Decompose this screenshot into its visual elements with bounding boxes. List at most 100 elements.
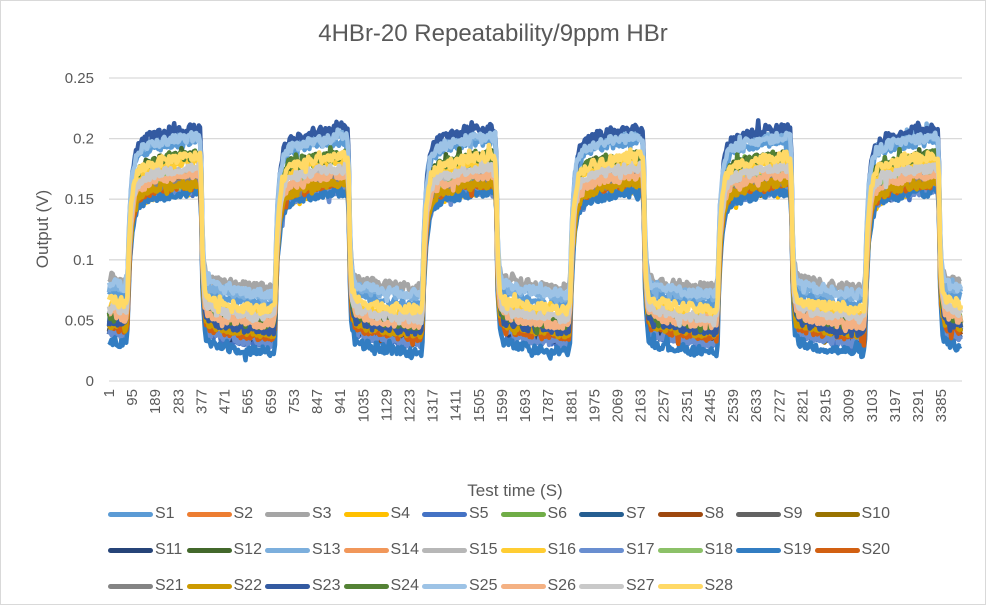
x-tick-label: 377	[193, 389, 210, 414]
x-tick-label: 2257	[656, 389, 673, 422]
legend-item-s12: S12	[186, 541, 266, 559]
legend-label: S25	[469, 577, 498, 594]
x-tick-label: 3385	[933, 389, 950, 422]
legend-label: S15	[469, 541, 498, 558]
legend-label: S10	[861, 505, 890, 522]
legend-item-s17: S17	[579, 541, 658, 559]
legend-swatch	[422, 583, 467, 589]
x-tick-label: 1599	[494, 389, 511, 422]
legend-label: S18	[704, 541, 733, 558]
legend-item-s4: S4	[343, 505, 423, 523]
legend-swatch	[186, 583, 232, 589]
legend-label: S22	[233, 577, 262, 594]
x-tick-label: 659	[263, 389, 280, 414]
legend-item-s2: S2	[186, 505, 266, 523]
legend-label: S11	[155, 541, 183, 558]
chart-title: 4HBr-20 Repeatability/9ppm HBr	[318, 20, 668, 47]
x-tick-label: 3197	[887, 389, 904, 422]
legend-label: S8	[704, 505, 725, 522]
legend-label: S28	[704, 577, 733, 594]
x-tick-label: 2821	[794, 389, 811, 422]
x-tick-label: 2069	[610, 389, 627, 422]
legend-item-s5: S5	[422, 505, 501, 523]
series-line-s25	[106, 127, 964, 304]
legend-item-s13: S13	[265, 541, 344, 559]
legend-swatch	[343, 583, 389, 589]
legend-swatch	[579, 511, 624, 517]
legend: S1 S2 S3 S4 S5 S6 S7 S8 S9 S10 S11 S12 S13 S14 S15 S16 S…	[108, 496, 908, 604]
x-tick-label: 1787	[540, 389, 557, 422]
series-line-s3	[107, 170, 963, 295]
x-tick-label: 565	[240, 389, 257, 414]
x-tick-label: 1223	[401, 389, 418, 422]
legend-item-s20: S20	[814, 541, 894, 559]
legend-swatch	[579, 583, 624, 589]
legend-label: S3	[312, 505, 332, 522]
legend-swatch	[343, 511, 389, 517]
x-tick-label: 1317	[425, 389, 442, 422]
legend-row: S21 S22 S23 S24 S25 S26 S27 S28	[108, 568, 908, 604]
x-tick-label: 3009	[841, 389, 858, 422]
legend-swatch	[814, 511, 860, 517]
x-tick-label: 2351	[679, 389, 696, 422]
x-tick-label: 2163	[633, 389, 650, 422]
legend-label: S1	[155, 505, 175, 522]
x-tick-label: 1693	[517, 389, 534, 422]
x-tick-label: 1505	[471, 389, 488, 422]
legend-label: S19	[783, 541, 812, 558]
legend-label: S26	[547, 577, 576, 594]
legend-item-s26: S26	[500, 577, 580, 595]
legend-swatch	[186, 511, 232, 517]
legend-swatch	[265, 583, 310, 589]
legend-item-s15: S15	[422, 541, 501, 559]
legend-swatch	[736, 547, 781, 553]
x-axis-title: Test time (S)	[467, 481, 562, 500]
legend-label: S17	[626, 541, 655, 558]
legend-label: S5	[469, 505, 489, 522]
legend-row: S11 S12 S13 S14 S15 S16 S17 S18 S19 S20	[108, 532, 908, 568]
legend-swatch	[108, 583, 153, 589]
legend-swatch	[500, 583, 546, 589]
x-tick-label: 941	[332, 389, 349, 414]
legend-swatch	[108, 511, 153, 517]
x-tick-label: 95	[124, 389, 141, 406]
legend-item-s19: S19	[736, 541, 815, 559]
x-tick-label: 2539	[725, 389, 742, 422]
x-tick-label: 1035	[355, 389, 372, 422]
legend-swatch	[186, 547, 232, 553]
y-tick-label: 0	[86, 373, 94, 390]
legend-item-s24: S24	[343, 577, 423, 595]
legend-row: S1 S2 S3 S4 S5 S6 S7 S8 S9 S10	[108, 496, 908, 532]
legend-swatch	[814, 547, 860, 553]
legend-label: S14	[390, 541, 419, 558]
y-tick-label: 0.05	[65, 312, 94, 329]
legend-swatch	[736, 511, 781, 517]
x-tick-label: 2633	[748, 389, 765, 422]
legend-swatch	[265, 511, 310, 517]
x-tick-label: 1975	[586, 389, 603, 422]
legend-label: S2	[233, 505, 254, 522]
x-tick-label: 1	[101, 389, 118, 397]
y-tick-label: 0.25	[65, 70, 94, 87]
legend-swatch	[657, 583, 703, 589]
x-tick-label: 471	[217, 389, 234, 414]
legend-label: S7	[626, 505, 646, 522]
x-tick-label: 2445	[702, 389, 719, 422]
legend-item-s22: S22	[186, 577, 266, 595]
legend-item-s27: S27	[579, 577, 658, 595]
series-line-s19	[107, 184, 963, 363]
x-tick-label: 283	[170, 389, 187, 414]
legend-label: S12	[233, 541, 262, 558]
y-tick-label: 0.15	[65, 191, 94, 208]
x-tick-label: 1881	[563, 389, 580, 422]
legend-label: S24	[390, 577, 419, 594]
series-line-s27	[106, 158, 964, 328]
x-tick-label: 1129	[378, 389, 395, 421]
legend-label: S27	[626, 577, 655, 594]
legend-swatch	[500, 547, 546, 553]
series-line-s28	[106, 142, 964, 317]
y-tick-label: 0.2	[73, 131, 94, 148]
legend-item-s3: S3	[265, 505, 344, 523]
legend-swatch	[422, 511, 467, 517]
legend-swatch	[265, 547, 310, 553]
